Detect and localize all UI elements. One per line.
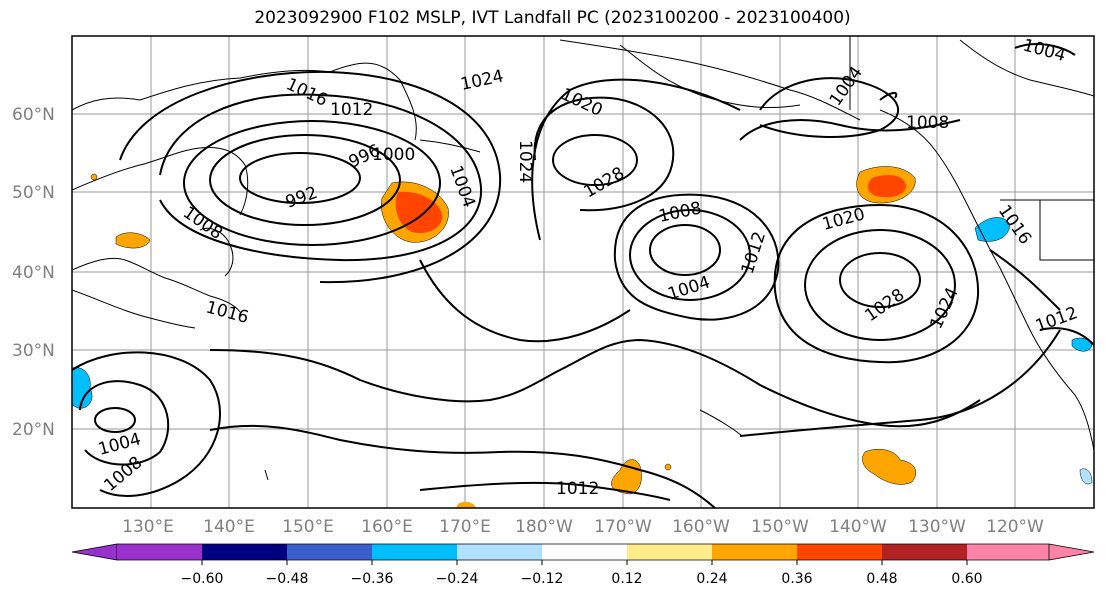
map-title: 2023092900 F102 MSLP, IVT Landfall PC (2… [254,8,851,28]
colorbar-swatch [372,544,457,560]
colorbar-tick-label: 0.48 [866,571,897,587]
isobars [72,43,1094,508]
isobar-label: 1000 [372,145,415,165]
colorbar-tick-label: 0.60 [951,571,982,587]
colorbar-tick-label: −0.36 [351,571,394,587]
colorbar-swatch [967,544,1049,560]
colorbar-tick-label: −0.12 [521,571,564,587]
lon-label: 180°W [515,517,573,537]
lat-label: 60°N [12,105,55,125]
lat-label: 20°N [12,420,55,440]
colorbar-extend-high [1048,543,1095,561]
lon-label: 170°E [439,517,491,537]
colorbar-tick-label: −0.24 [436,571,479,587]
latitude-labels: 60°N 50°N 40°N 30°N 20°N [12,105,55,440]
lat-label: 30°N [12,341,55,361]
isobar-label: 1012 [330,100,373,120]
colorbar-tick-label: 0.12 [611,571,642,587]
lon-label: 140°E [203,517,255,537]
colorbar-tick-label: 0.36 [781,571,812,587]
lon-label: 170°W [594,517,652,537]
ivt-shading [72,166,1093,508]
lat-label: 50°N [12,183,55,203]
colorbar-swatch [287,544,372,560]
isobar-label: 1024 [515,140,535,183]
colorbar: −0.60 −0.48 −0.36 −0.24 −0.12 0.12 0.24 … [71,543,1095,587]
colorbar-tick-label: −0.48 [266,571,309,587]
lon-label: 130°W [908,517,966,537]
lon-label: 160°W [672,517,730,537]
island-details [264,139,743,481]
isobar-label: 1012 [556,479,599,499]
colorbar-swatch [117,544,202,560]
map-border [71,35,1095,509]
colorbar-swatch [797,544,882,560]
lon-label: 130°E [122,517,174,537]
colorbar-swatch [457,544,542,560]
colorbar-extend-low [71,543,118,561]
colorbar-tick-label: −0.60 [181,571,224,587]
lon-label: 150°E [282,517,334,537]
longitude-labels: 130°E 140°E 150°E 160°E 170°E 180°W 170°… [122,517,1044,537]
lon-label: 160°E [361,517,413,537]
colorbar-swatch [542,544,627,560]
lat-label: 40°N [12,263,55,283]
lon-label: 150°W [751,517,809,537]
isobar-label: 1008 [906,113,949,133]
colorbar-swatch [627,544,712,560]
colorbar-swatch [882,544,967,560]
lon-label: 140°W [829,517,887,537]
lon-label: 120°W [986,517,1044,537]
colorbar-swatch [202,544,287,560]
colorbar-tick-label: 0.24 [696,571,727,587]
colorbar-swatch [712,544,797,560]
